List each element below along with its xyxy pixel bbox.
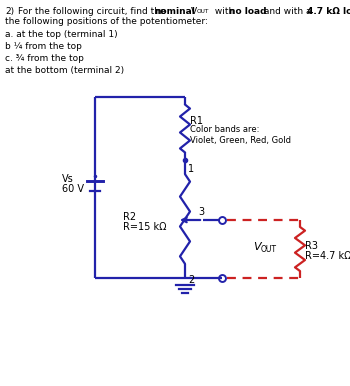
- Text: R3: R3: [305, 241, 318, 251]
- Text: For the following circuit, find the: For the following circuit, find the: [18, 7, 168, 16]
- Text: R2: R2: [123, 212, 136, 222]
- Text: a. at the top (terminal 1): a. at the top (terminal 1): [5, 30, 118, 39]
- Text: Vs: Vs: [62, 173, 74, 183]
- Text: the following positions of the potentiometer:: the following positions of the potentiom…: [5, 17, 208, 26]
- Text: no load: no load: [229, 7, 266, 16]
- Text: R=4.7 kΩ: R=4.7 kΩ: [305, 251, 350, 261]
- Text: OUT: OUT: [197, 9, 209, 14]
- Text: 60 V: 60 V: [62, 183, 84, 193]
- Text: R=15 kΩ: R=15 kΩ: [123, 222, 167, 232]
- Text: at the bottom (terminal 2): at the bottom (terminal 2): [5, 66, 124, 75]
- Text: b ¼ from the top: b ¼ from the top: [5, 42, 82, 51]
- Text: Violet, Green, Red, Gold: Violet, Green, Red, Gold: [190, 135, 291, 144]
- Text: OUT: OUT: [261, 245, 277, 254]
- Text: with: with: [212, 7, 237, 16]
- Text: and with a: and with a: [261, 7, 314, 16]
- Text: Color bands are:: Color bands are:: [190, 125, 259, 134]
- Text: V: V: [191, 7, 197, 16]
- Text: 2: 2: [188, 275, 194, 285]
- Text: 1: 1: [188, 164, 194, 174]
- Text: nominal: nominal: [154, 7, 195, 16]
- Text: V: V: [253, 242, 261, 252]
- Text: 3: 3: [198, 207, 204, 217]
- Text: c. ¾ from the top: c. ¾ from the top: [5, 54, 84, 63]
- Text: 4.7 kΩ load: 4.7 kΩ load: [307, 7, 350, 16]
- Text: R1: R1: [190, 117, 203, 127]
- Text: 2): 2): [5, 7, 14, 16]
